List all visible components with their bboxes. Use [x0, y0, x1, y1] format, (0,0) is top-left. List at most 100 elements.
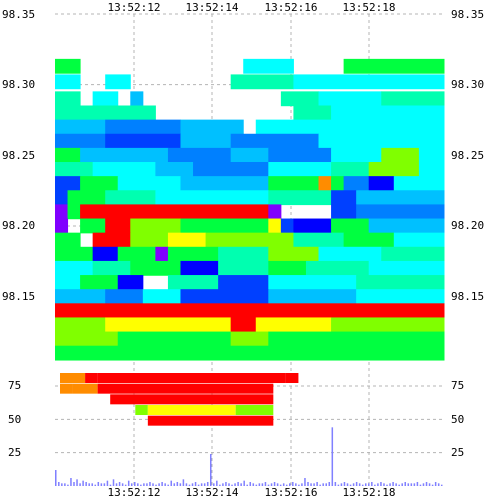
- x-tick-label: 13:52:16: [265, 1, 318, 14]
- volume-bar: [61, 483, 63, 486]
- heatmap-cell: [55, 232, 81, 248]
- volume-level-cell: [72, 383, 98, 394]
- heatmap-cell: [218, 275, 269, 290]
- heatmap-cell: [130, 232, 169, 248]
- volume-bar: [322, 483, 324, 486]
- price-tick-label: 98.30: [451, 78, 484, 91]
- volume-bar: [164, 483, 166, 486]
- volume-tick-label: 50: [451, 413, 464, 426]
- heatmap-cell: [356, 275, 445, 290]
- volume-bar: [191, 483, 194, 486]
- heatmap-cell: [105, 204, 269, 220]
- price-ticks-left: 98.35 98.30 98.25 98.20 98.15: [2, 8, 35, 303]
- heatmap-cell: [331, 218, 370, 234]
- volume-bars: [55, 427, 443, 486]
- volume-bar: [425, 482, 428, 486]
- volume-bar: [240, 483, 242, 486]
- heatmap-cell: [55, 303, 445, 319]
- heatmap-cell: [280, 218, 294, 234]
- volume-bar: [124, 484, 127, 486]
- volume-bar: [97, 482, 100, 486]
- volume-bar: [79, 483, 81, 486]
- volume-bar: [319, 484, 321, 486]
- heatmap-cell: [55, 162, 94, 177]
- volume-bar: [298, 484, 300, 486]
- volume-level-cell: [147, 415, 274, 426]
- heatmap-cell: [167, 275, 219, 290]
- volume-bar: [176, 482, 179, 486]
- heatmap-cell: [117, 331, 232, 347]
- volume-bar: [112, 479, 115, 486]
- volume-bar: [352, 483, 355, 486]
- volume-bar: [152, 483, 154, 486]
- x-ticks-top: 13:52:12 13:52:14 13:52:16 13:52:18: [108, 1, 396, 14]
- volume-bar: [285, 484, 288, 486]
- heatmap-cell: [255, 119, 445, 135]
- heatmap-cell: [180, 133, 232, 149]
- volume-bar: [64, 483, 66, 486]
- volume-tick-label: 50: [8, 413, 21, 426]
- price-tick-label: 98.15: [451, 290, 484, 303]
- heatmap-cell: [268, 218, 282, 234]
- price-tick-label: 98.25: [451, 149, 484, 162]
- heatmap-cell: [180, 218, 269, 234]
- volume-tick-label: 75: [8, 379, 21, 392]
- price-tick-label: 98.15: [2, 290, 35, 303]
- heatmap-cell: [230, 331, 269, 347]
- volume-bar: [343, 482, 346, 486]
- volume-level-cell: [60, 383, 73, 394]
- heatmap-cell: [356, 331, 445, 347]
- heatmap-cell: [230, 147, 269, 163]
- volume-bar: [200, 483, 203, 486]
- heatmap-cell: [155, 162, 194, 177]
- volume-bar: [331, 427, 334, 486]
- heatmap-cell: [167, 246, 219, 262]
- heatmap-cell: [180, 289, 269, 305]
- x-tick-label: 13:52:12: [108, 1, 161, 14]
- volume-bar: [255, 484, 258, 486]
- volume-bar: [346, 483, 349, 486]
- volume-bar: [73, 482, 75, 486]
- heatmap-cell: [80, 176, 119, 191]
- volume-level-cell: [60, 373, 86, 383]
- volume-bar: [91, 483, 93, 486]
- heatmap-cell: [55, 275, 81, 290]
- volume-bar: [386, 484, 388, 486]
- heatmap-cell: [130, 218, 181, 234]
- volume-bar: [310, 483, 312, 486]
- heatmap-cell: [80, 147, 169, 163]
- volume-bar: [252, 483, 255, 486]
- heatmap-cell: [117, 176, 181, 191]
- heatmap-cell: [167, 232, 207, 248]
- price-tick-label: 98.20: [2, 219, 35, 232]
- heatmap-cell: [268, 260, 307, 276]
- heatmap-cell: [381, 246, 445, 262]
- heatmap-cell: [418, 147, 445, 163]
- volume-bar: [407, 483, 410, 486]
- volume-bar: [434, 482, 437, 486]
- volume-bar: [228, 483, 230, 486]
- volume-bar: [437, 483, 440, 486]
- x-tick-label: 13:52:18: [343, 1, 396, 14]
- heatmap-cell: [331, 176, 345, 191]
- volume-level-cell: [135, 405, 148, 415]
- volume-bar: [440, 484, 443, 486]
- x-tick-label: 13:52:18: [343, 486, 396, 499]
- heatmap-cell: [356, 289, 445, 305]
- volume-bar: [237, 482, 239, 486]
- heatmap-cell: [117, 275, 144, 290]
- volume-bar: [419, 484, 422, 486]
- heatmap-cell: [180, 260, 219, 276]
- heatmap-cell: [55, 74, 81, 90]
- price-tick-label: 98.35: [2, 8, 35, 21]
- heatmap-cell: [55, 105, 156, 121]
- volume-level-cell: [147, 405, 236, 415]
- heatmap-cell: [218, 246, 269, 262]
- volume-bar: [167, 484, 169, 486]
- heatmap-cell: [331, 204, 357, 220]
- heatmap-cell: [268, 176, 320, 191]
- heatmap-cell: [343, 176, 370, 191]
- volume-bar: [173, 483, 176, 486]
- heatmap-cell: [293, 74, 445, 90]
- x-tick-label: 13:52:12: [108, 486, 161, 499]
